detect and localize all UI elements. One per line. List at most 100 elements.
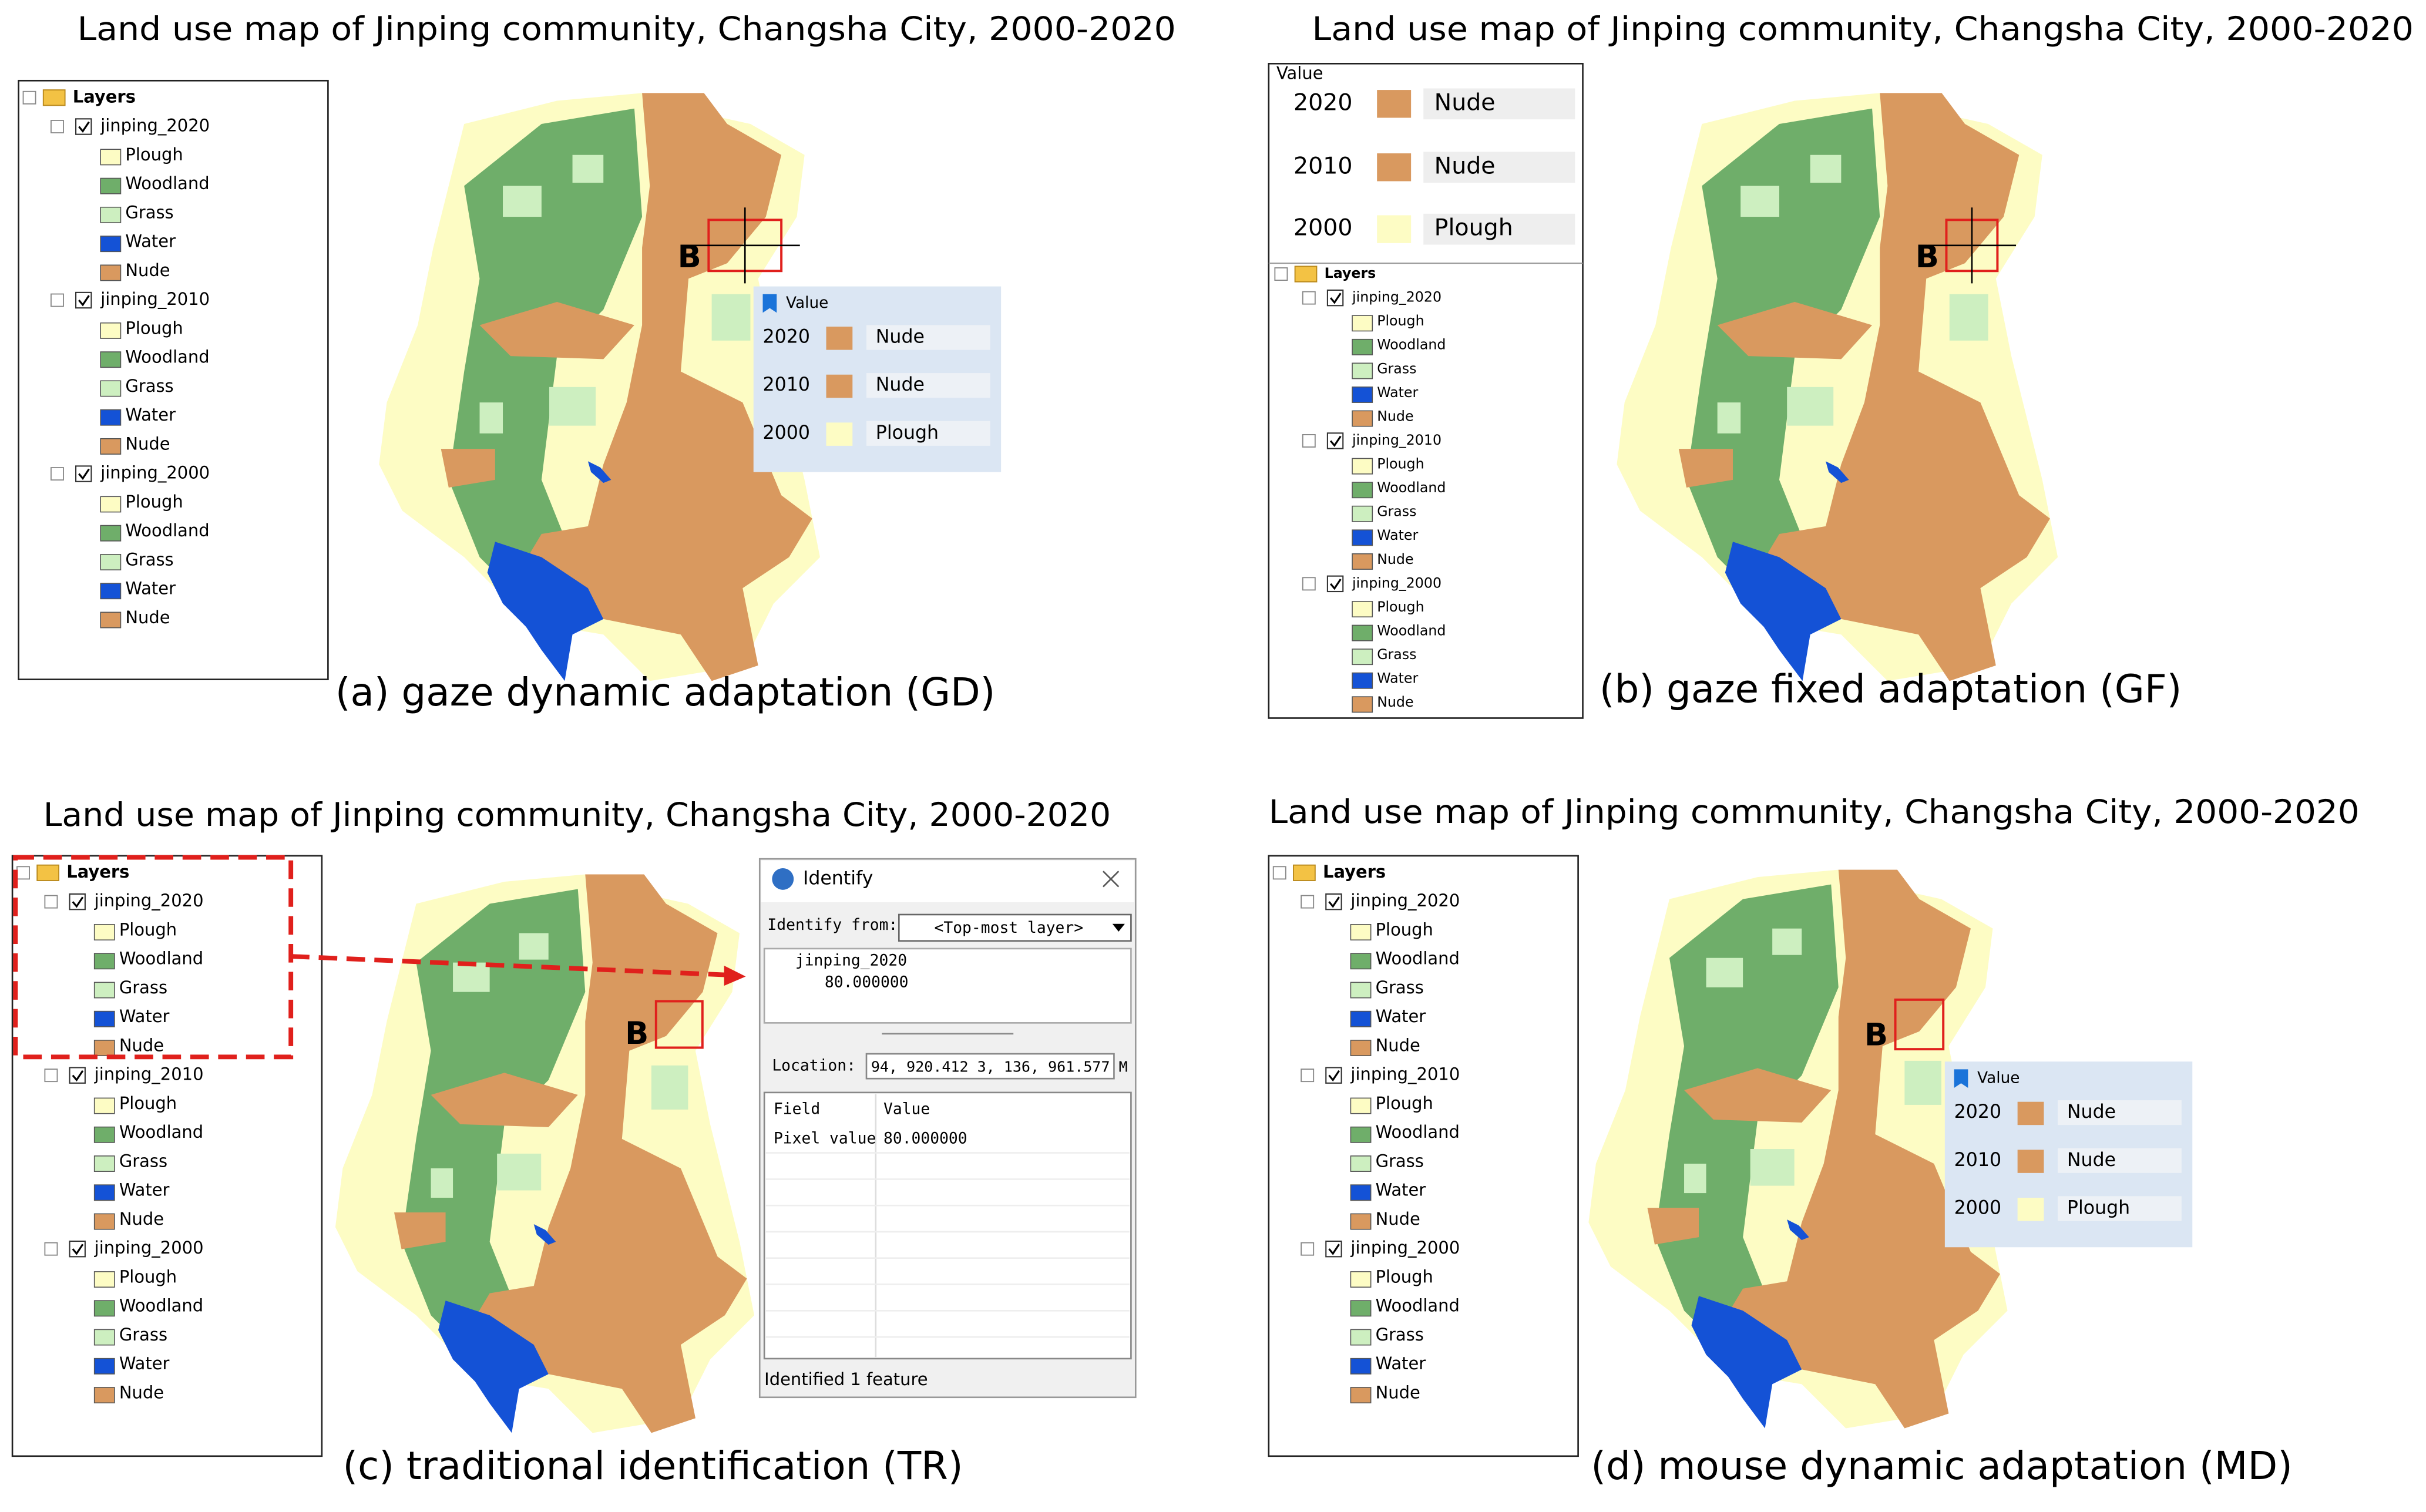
popup-class: Plough (2067, 1197, 2130, 1218)
value-header: Value (883, 1100, 930, 1118)
class-label: Woodland (125, 173, 209, 193)
class-label: Plough (125, 492, 183, 512)
class-swatch (100, 322, 122, 339)
legend-year: 2000 (1293, 214, 1353, 241)
class-label: Plough (1376, 1093, 1433, 1113)
field-name: Pixel value (774, 1130, 876, 1147)
class-label: Woodland (119, 949, 203, 969)
layers-header: Layers (66, 862, 129, 882)
layers-header: Layers (73, 86, 136, 106)
expand-box (1301, 1069, 1315, 1083)
class-swatch (93, 1213, 115, 1230)
class-swatch (1352, 410, 1373, 427)
class-label: Plough (1377, 599, 1424, 615)
legend-swatch (1377, 153, 1412, 182)
layer-checkbox[interactable] (1325, 893, 1342, 910)
class-label: Grass (119, 1151, 167, 1171)
land-use-map (335, 874, 755, 1433)
legend-band (1423, 88, 1575, 120)
class-swatch (1350, 1271, 1372, 1288)
layer-checkbox[interactable] (1325, 1067, 1342, 1084)
class-swatch (1350, 982, 1372, 999)
popup-swatch (826, 327, 853, 350)
layer-checkbox[interactable] (75, 118, 92, 135)
expand-box (50, 120, 64, 133)
panel-caption: (b) gaze fixed adaptation (GF) (1600, 667, 2182, 712)
class-swatch (93, 1358, 115, 1375)
class-label: Nude (1377, 408, 1413, 424)
expand-box (1302, 434, 1316, 448)
layer-name: jinping_2020 (1352, 289, 1442, 305)
layer-checkbox[interactable] (75, 465, 92, 482)
class-swatch (1350, 1184, 1372, 1201)
class-label: Grass (1377, 503, 1416, 520)
layer-checkbox[interactable] (1326, 432, 1344, 449)
expand-box (1302, 291, 1316, 305)
expand-box (44, 895, 58, 909)
checkmark (1329, 293, 1342, 304)
checkmark (78, 468, 90, 481)
class-swatch (1350, 1213, 1372, 1230)
target-box (654, 1000, 704, 1049)
layer-name: jinping_2000 (100, 463, 210, 483)
class-swatch (1350, 1300, 1372, 1317)
layers-panel (1268, 855, 1579, 1457)
class-label: Water (125, 405, 176, 425)
class-swatch (93, 1329, 115, 1346)
class-swatch (100, 380, 122, 397)
class-label: Woodland (119, 1122, 203, 1142)
value-header: Value (1276, 63, 1323, 83)
class-label: Woodland (1376, 1122, 1460, 1142)
class-label: Nude (1376, 1382, 1420, 1402)
class-label: Grass (1376, 1151, 1424, 1171)
layer-checkbox[interactable] (69, 1067, 86, 1084)
class-label: Nude (1376, 1209, 1420, 1229)
panel-title: Land use map of Jinping community, Chang… (1269, 794, 2360, 831)
class-label: Plough (125, 318, 183, 338)
layer-name: jinping_2010 (94, 1064, 204, 1084)
class-label: Grass (119, 977, 167, 997)
class-label: Water (119, 1353, 170, 1373)
class-swatch (100, 351, 122, 368)
checkmark (1328, 1244, 1340, 1255)
class-label: Grass (119, 1325, 167, 1345)
layers-header: Layers (1325, 265, 1376, 281)
layers-header: Layers (1323, 862, 1386, 882)
class-swatch (1352, 482, 1373, 499)
class-swatch (1352, 362, 1373, 379)
class-swatch (100, 409, 122, 426)
from-dropdown[interactable] (898, 913, 1132, 942)
popup-swatch (826, 374, 853, 398)
class-label: Grass (1377, 360, 1416, 377)
layer-checkbox[interactable] (1325, 1240, 1342, 1258)
layer-checkbox[interactable] (1326, 289, 1344, 307)
layer-checkbox[interactable] (69, 893, 86, 910)
class-label: Woodland (119, 1296, 203, 1316)
class-swatch (100, 206, 122, 223)
class-label: Woodland (125, 520, 209, 540)
layer-checkbox[interactable] (1326, 575, 1344, 593)
popup-swatch (826, 422, 853, 446)
panel-caption: (c) traditional identification (TR) (342, 1443, 963, 1489)
checkmark (72, 1070, 84, 1082)
class-label: Grass (1376, 1325, 1424, 1345)
popup-swatch (2017, 1197, 2044, 1221)
layer-checkbox[interactable] (69, 1240, 86, 1258)
target-box (1894, 998, 1945, 1051)
layer-checkbox[interactable] (75, 291, 92, 309)
class-label: Water (1376, 1006, 1426, 1026)
panel-title: Land use map of Jinping community, Chang… (78, 11, 1176, 48)
class-swatch (93, 924, 115, 940)
class-label: Water (119, 1006, 170, 1026)
layer-name: jinping_2020 (1350, 891, 1460, 910)
close-button[interactable] (1103, 871, 1120, 888)
class-swatch (93, 953, 115, 970)
expand-box (44, 1242, 58, 1256)
class-label: Nude (119, 1209, 164, 1229)
class-label: Water (125, 231, 176, 251)
legend-band (1423, 152, 1575, 183)
class-swatch (100, 611, 122, 629)
class-swatch (1352, 338, 1373, 355)
expand-box (1272, 866, 1286, 880)
layers-icon (1294, 266, 1318, 283)
